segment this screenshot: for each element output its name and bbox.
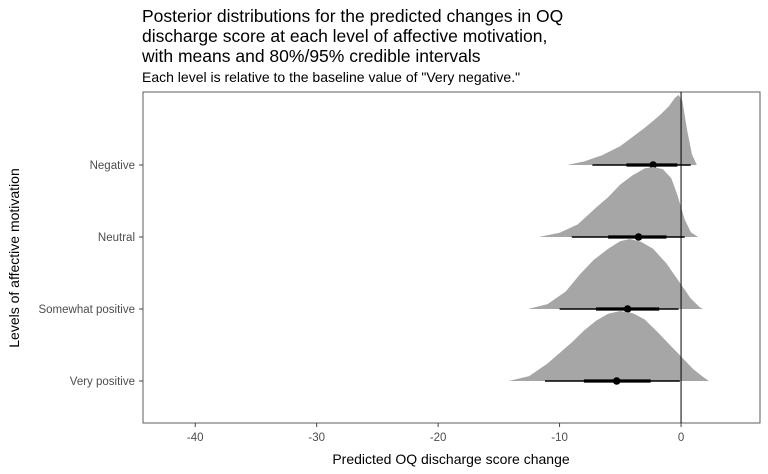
x-tick-label-2: -20 bbox=[430, 432, 447, 444]
y-tick-label-very-positive: Very positive bbox=[70, 376, 135, 388]
x-axis-title: Predicted OQ discharge score change bbox=[332, 451, 570, 467]
mean-point-very-positive bbox=[612, 377, 621, 385]
density-somewhat-positive bbox=[528, 239, 703, 309]
y-axis: Negative Neutral Somewhat positive Very pos… bbox=[38, 160, 143, 388]
y-tick-label-somewhat-positive: Somewhat positive bbox=[38, 304, 135, 316]
x-axis: -40 -30 -20 -10 0 bbox=[187, 423, 684, 444]
x-tick-label-1: -30 bbox=[308, 432, 325, 444]
chart-marks bbox=[508, 92, 709, 423]
chart-title: Posterior distributions for the predicte… bbox=[142, 6, 564, 66]
mean-point-somewhat-positive bbox=[623, 305, 632, 313]
y-axis-title: Levels of affective motivation bbox=[6, 168, 22, 348]
x-tick-label-0: -40 bbox=[187, 432, 204, 444]
density-very-positive bbox=[508, 311, 709, 381]
density-neutral bbox=[538, 167, 699, 237]
chart-subtitle: Each level is relative to the baseline v… bbox=[142, 69, 521, 85]
mean-point-negative bbox=[649, 161, 657, 169]
y-tick-label-neutral: Neutral bbox=[98, 232, 135, 244]
x-tick-label-4: 0 bbox=[678, 432, 684, 444]
density-negative bbox=[566, 95, 697, 165]
y-tick-label-negative: Negative bbox=[90, 160, 135, 172]
mean-point-neutral bbox=[634, 233, 643, 241]
x-tick-label-3: -10 bbox=[551, 432, 568, 444]
